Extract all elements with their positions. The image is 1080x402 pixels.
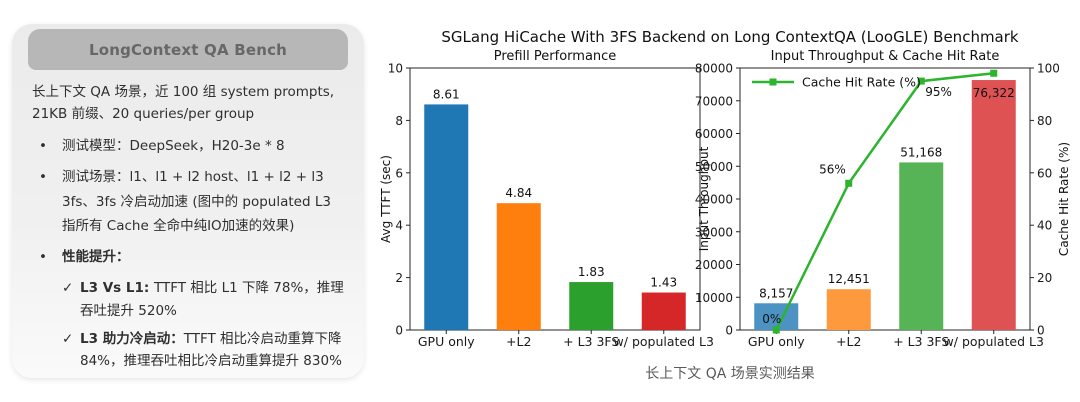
svg-text:30000: 30000: [695, 225, 733, 239]
svg-text:2: 2: [395, 271, 403, 285]
check-icon: ✓: [62, 330, 74, 347]
bullet-item: • 测试场景：l1、l1 + l2 host、l1 + l2 + l3 3fs、3…: [32, 165, 344, 238]
svg-text:8,157: 8,157: [759, 286, 793, 300]
svg-text:95%: 95%: [925, 85, 952, 99]
bullet-text: 测试模型：DeepSeek，H20-3e * 8: [62, 138, 285, 155]
bullet-marker: •: [39, 138, 47, 155]
svg-text:80000: 80000: [695, 62, 733, 76]
panel-title: LongContext QA Bench: [88, 40, 288, 59]
svg-text:Prefill Performance: Prefill Performance: [494, 49, 617, 64]
svg-text:w/ populated L3: w/ populated L3: [614, 334, 714, 349]
check-icon: ✓: [62, 279, 74, 296]
svg-text:Cache Hit Rate (%): Cache Hit Rate (%): [1057, 142, 1071, 256]
svg-text:50000: 50000: [695, 160, 733, 174]
svg-text:51,168: 51,168: [900, 145, 942, 159]
svg-text:40: 40: [1037, 219, 1052, 233]
info-panel: LongContext QA Bench 长上下文 QA 场景，近 100 组 …: [12, 24, 364, 378]
svg-text:Cache Hit Rate (%): Cache Hit Rate (%): [802, 75, 921, 90]
svg-text:80: 80: [1037, 114, 1052, 128]
svg-text:Avg TTFT (sec): Avg TTFT (sec): [379, 155, 393, 243]
svg-text:0: 0: [395, 324, 403, 338]
svg-text:w/ populated L3: w/ populated L3: [944, 334, 1044, 349]
svg-text:+ L3 3FS: + L3 3FS: [893, 334, 949, 349]
check-text: L3 Vs L1: TTFT 相比 L1 下降 78%，推理吞吐提升 520%: [80, 279, 344, 319]
svg-text:60: 60: [1037, 166, 1052, 180]
svg-text:Input Throughput & Cache Hit R: Input Throughput & Cache Hit Rate: [771, 49, 1000, 64]
panel-header: LongContext QA Bench: [28, 29, 348, 70]
svg-text:6: 6: [395, 166, 403, 180]
svg-text:0%: 0%: [762, 312, 781, 326]
svg-text:GPU only: GPU only: [748, 334, 805, 349]
check-item: ✓ L3 Vs L1: TTFT 相比 L1 下降 78%，推理吞吐提升 520%: [62, 277, 344, 323]
svg-text:1.83: 1.83: [578, 265, 605, 279]
svg-text:12,451: 12,451: [828, 272, 870, 286]
svg-text:Input Throughput: Input Throughput: [697, 146, 711, 251]
svg-text:4.84: 4.84: [505, 186, 532, 200]
check-item: ✓ L3 助力冷启动：TTFT 相比冷启动重算下降 84%，推理吞吐相比冷启动重算…: [62, 328, 344, 374]
svg-text:10000: 10000: [695, 291, 733, 305]
panel-intro: 长上下文 QA 场景，近 100 组 system prompts, 21KB …: [32, 84, 335, 122]
svg-text:20: 20: [1037, 271, 1052, 285]
bullet-text: 性能提升：: [62, 249, 130, 266]
svg-text:20000: 20000: [695, 258, 733, 272]
svg-text:0: 0: [1037, 324, 1045, 338]
figure-title: SGLang HiCache With 3FS Backend on Long …: [441, 28, 1019, 46]
svg-text:76,322: 76,322: [973, 86, 1015, 100]
panel-body: 长上下文 QA 场景，近 100 组 system prompts, 21KB …: [12, 70, 364, 373]
check-text: L3 助力冷启动：TTFT 相比冷启动重算下降 84%，推理吞吐相比冷启动重算提…: [80, 330, 342, 370]
throughput-cache-hit-chart: 0100002000030000400005000060000700008000…: [695, 49, 1071, 349]
performance-checklist: ✓ L3 Vs L1: TTFT 相比 L1 下降 78%，推理吞吐提升 520%…: [62, 277, 344, 374]
svg-text:100: 100: [1037, 62, 1060, 76]
bullet-item: • 测试模型：DeepSeek，H20-3e * 8: [32, 134, 344, 158]
svg-text:0: 0: [725, 324, 733, 338]
svg-text:+L2: +L2: [836, 334, 861, 349]
svg-text:+ L3 3FS: + L3 3FS: [563, 334, 619, 349]
svg-text:56%: 56%: [819, 162, 846, 176]
svg-text:GPU only: GPU only: [418, 334, 475, 349]
svg-text:70000: 70000: [695, 94, 733, 108]
figure-caption: 长上下文 QA 场景实测结果: [645, 366, 815, 382]
svg-text:+L2: +L2: [506, 334, 531, 349]
bullet-text: 测试场景：l1、l1 + l2 host、l1 + l2 + l3 3fs、3f…: [62, 169, 331, 235]
bullet-list: • 测试模型：DeepSeek，H20-3e * 8 • 测试场景：l1、l1 + l…: [32, 134, 344, 373]
svg-text:60000: 60000: [695, 127, 733, 141]
svg-text:40000: 40000: [695, 193, 733, 207]
bullet-marker: •: [39, 169, 47, 186]
svg-text:8: 8: [395, 114, 403, 128]
svg-text:1.43: 1.43: [650, 276, 677, 290]
svg-text:4: 4: [395, 219, 403, 233]
bullet-marker: •: [39, 249, 47, 266]
svg-text:8.61: 8.61: [433, 87, 460, 101]
svg-text:10: 10: [388, 62, 403, 76]
bullet-item: • 性能提升：: [32, 245, 344, 269]
prefill-performance-chart: 0 2 4 6 8 10 8.61 GPU only 4.84 +L2 1.83 + L3 3FS 1.…: [379, 49, 714, 349]
